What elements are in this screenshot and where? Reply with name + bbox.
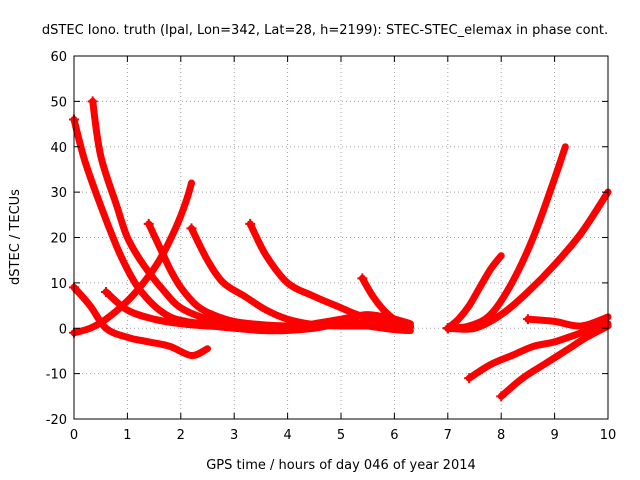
- series-marker-arc6: [143, 218, 154, 229]
- x-tick-label: 9: [550, 428, 558, 443]
- series-line-arc12: [444, 188, 612, 333]
- series-line-arc14: [465, 320, 612, 382]
- x-tick-label: 3: [230, 428, 238, 443]
- series-marker-arc14: [464, 373, 475, 384]
- x-tick-label: 1: [123, 428, 131, 443]
- series-marker-arc9: [357, 273, 368, 284]
- y-tick-label: 10: [50, 277, 67, 292]
- y-tick-label: 30: [50, 186, 67, 201]
- series-line-arc3: [70, 283, 211, 359]
- chart-title: dSTEC Iono. truth (Ipal, Lon=342, Lat=28…: [42, 23, 608, 38]
- y-tick-label: 20: [50, 232, 67, 247]
- x-tick-label: 4: [283, 428, 291, 443]
- y-tick-label: 0: [59, 322, 67, 337]
- x-tick-label: 8: [497, 428, 505, 443]
- y-tick-label: 60: [50, 50, 67, 65]
- series-marker-arc7: [186, 223, 197, 234]
- series-line-arc4: [70, 179, 195, 337]
- y-tick-label: 40: [50, 141, 67, 156]
- x-tick-label: 10: [600, 428, 617, 443]
- grid: [73, 55, 609, 420]
- series-marker-arc13: [522, 314, 533, 325]
- series-marker-arc15: [496, 391, 507, 402]
- series-marker-arc8: [245, 218, 256, 229]
- x-tick-label: 2: [177, 428, 185, 443]
- x-axis-label: GPS time / hours of day 046 of year 2014: [206, 458, 476, 473]
- y-tick-label: 50: [50, 95, 67, 110]
- series-marker-arc2: [87, 96, 98, 107]
- ticks: 0 1 2 3 4 5 6 7 8 9 10 -20 -10 0 10 20 30 40 50 60: [46, 50, 617, 443]
- x-tick-label: 0: [70, 428, 78, 443]
- series-line-arc15: [497, 322, 612, 400]
- y-axis-label: dSTEC / TECUs: [8, 189, 23, 285]
- series-line-arc13: [524, 313, 612, 330]
- series-line-arc10: [444, 252, 505, 332]
- series-line-arc8: [246, 220, 414, 330]
- x-tick-label: 7: [444, 428, 452, 443]
- series-line-arc7: [188, 224, 414, 331]
- series-group: [69, 96, 612, 402]
- y-tick-label: -20: [46, 413, 67, 428]
- series-marker-arc5: [101, 286, 112, 297]
- series-marker-arc12: [442, 323, 453, 334]
- x-tick-label: 5: [337, 428, 345, 443]
- series-line-arc9: [358, 274, 414, 330]
- x-tick-label: 6: [390, 428, 398, 443]
- y-tick-label: -10: [46, 368, 67, 383]
